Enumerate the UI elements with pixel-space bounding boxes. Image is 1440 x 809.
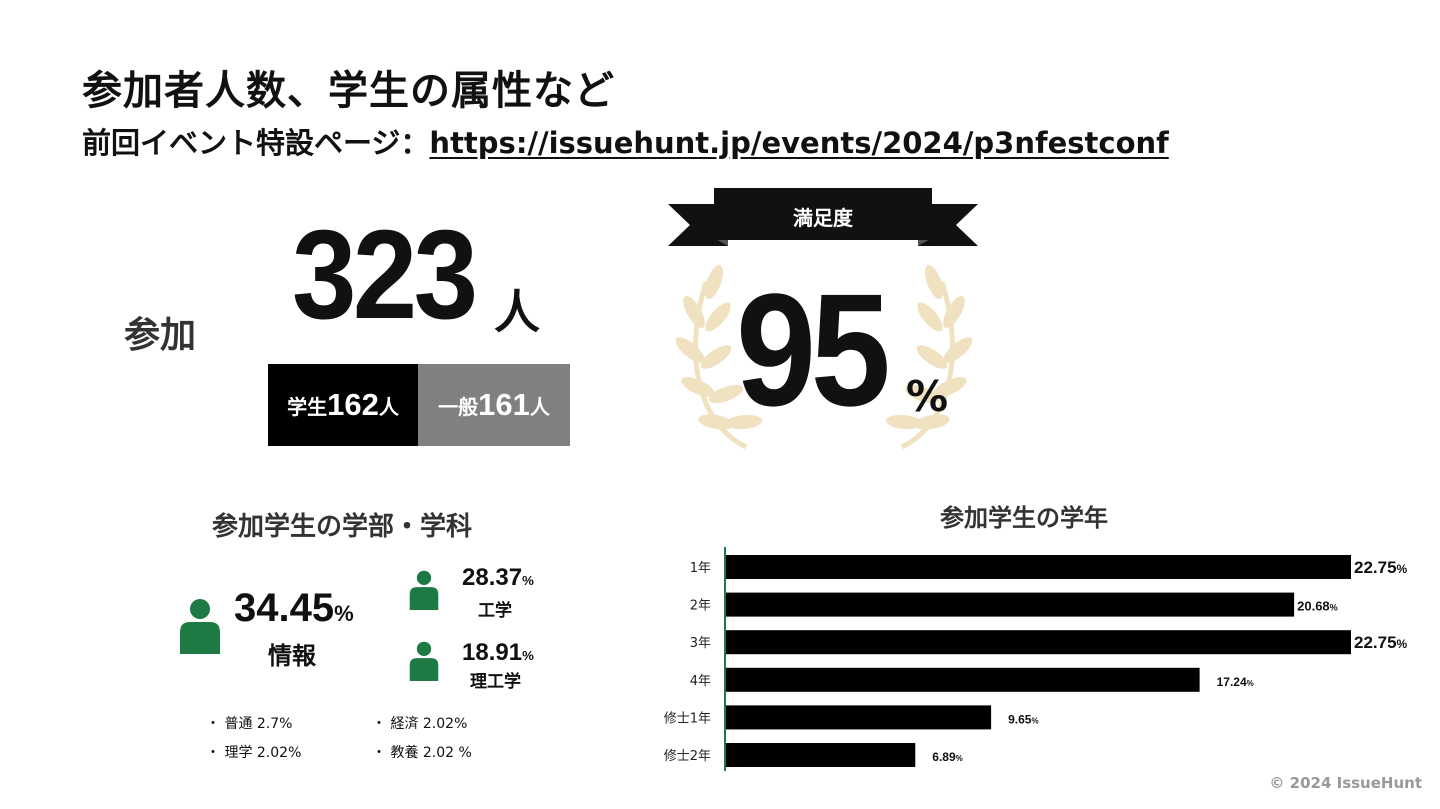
ribbon-banner-icon (668, 188, 978, 246)
faculty-main-label: 情報 (268, 642, 316, 670)
bar (726, 667, 1200, 692)
general-count: 161 (478, 387, 530, 422)
faculty-engineering-value: 28.37% (462, 564, 534, 591)
satisfaction-value: 95 (736, 260, 891, 439)
faculty-science-eng-value: 18.91% (462, 639, 534, 666)
data-label: 6.89% (932, 750, 962, 764)
category-label: 1年 (690, 561, 711, 576)
faculty-minor-item: ・ 経済 2.02% (372, 716, 468, 732)
general-label: 一般 (438, 394, 479, 419)
faculty-science-eng-label: 理工学 (470, 672, 521, 692)
student-label: 学生 (287, 394, 328, 419)
faculty-minor-item: ・ 教養 2.02 % (372, 745, 472, 761)
laurel-wreath-icon (676, 264, 972, 450)
bar (726, 555, 1351, 579)
participants-total: 323 (292, 204, 478, 345)
faculty-minor-item: ・ 理学 2.02% (206, 745, 302, 761)
satisfaction-unit: % (906, 372, 949, 421)
category-label: 4年 (690, 674, 711, 689)
satisfaction-label: 満足度 (793, 206, 853, 230)
bar (726, 705, 992, 730)
student-segment: 学生 162 人 (268, 364, 418, 446)
student-unit: 人 (378, 394, 399, 419)
event-page-link[interactable]: https://issuehunt.jp/events/2024/p3nfest… (429, 126, 1169, 160)
general-segment: 一般 161 人 (418, 364, 570, 446)
participants-total-unit: 人 (494, 285, 540, 339)
grade-section-title: 参加学生の学年 (940, 504, 1108, 532)
subtitle: 前回イベント特設ページ：https://issuehunt.jp/events/… (82, 120, 1169, 162)
data-label: 9.65% (1008, 712, 1038, 726)
bar (726, 592, 1295, 617)
category-label: 3年 (690, 636, 711, 651)
general-unit: 人 (529, 394, 550, 419)
faculty-section-title: 参加学生の学部・学科 (212, 512, 473, 542)
data-label: 17.24% (1217, 675, 1254, 689)
student-count: 162 (327, 387, 379, 422)
copyright: © 2024 IssueHunt (1269, 774, 1422, 792)
faculty-engineering-label: 工学 (478, 601, 512, 621)
participants-split-bar: 学生 162 人 一般 161 人 (268, 364, 570, 446)
data-label: 20.68% (1297, 599, 1338, 614)
bar (726, 630, 1351, 655)
person-icon (409, 570, 439, 610)
person-icon (180, 599, 220, 654)
person-icon (409, 641, 439, 681)
page-title: 参加者人数、学生の属性など (82, 68, 615, 114)
data-label: 22.75% (1354, 558, 1408, 577)
data-label: 22.75% (1354, 633, 1408, 652)
faculty-main-value: 34.45% (234, 586, 354, 630)
bar (726, 743, 916, 767)
subtitle-prefix: 前回イベント特設ページ： (82, 126, 430, 160)
category-label: 2年 (690, 599, 711, 614)
category-label: 修士1年 (664, 711, 711, 726)
faculty-minor-item: ・ 普通 2.7% (206, 716, 293, 732)
participants-label: 参加 (124, 315, 197, 356)
grade-bar-chart: 1年 22.75% 2年 20.68% 3年 22.75% 4年 17.24% 修士1年 9.65… (664, 547, 1408, 771)
category-label: 修士2年 (664, 749, 711, 764)
